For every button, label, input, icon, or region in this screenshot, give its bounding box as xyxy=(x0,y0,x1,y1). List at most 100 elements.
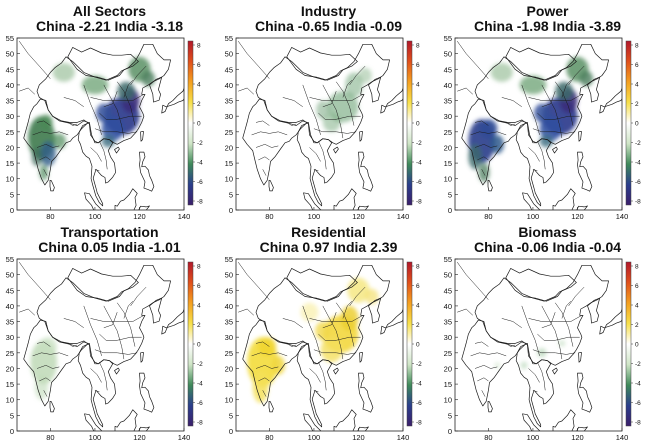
admin-border xyxy=(287,343,297,347)
admin-border xyxy=(318,141,327,170)
land-outline-hainan xyxy=(552,367,558,375)
y-tick-label: 15 xyxy=(6,159,14,168)
colorbar xyxy=(187,40,194,206)
admin-border xyxy=(302,305,321,356)
colorbar-tick-label: -4 xyxy=(197,160,203,167)
land-outline-japan xyxy=(599,308,622,335)
y-tick-label: 55 xyxy=(6,34,14,43)
land-outline-mongolia xyxy=(505,47,577,81)
colorbar-tick-label: 6 xyxy=(416,62,420,69)
colorbar-tick-label: 8 xyxy=(416,264,420,271)
admin-border xyxy=(63,318,84,329)
admin-border xyxy=(32,131,69,136)
y-tick-label: 20 xyxy=(225,364,233,373)
data-patch xyxy=(490,134,504,154)
y-tick-label: 50 xyxy=(6,271,14,280)
y-tick-label: 5 xyxy=(448,190,452,199)
data-patch xyxy=(52,133,66,150)
colorbar-tick-label: -6 xyxy=(197,400,203,407)
plot-frame xyxy=(16,37,185,211)
colorbar-tick-label: -8 xyxy=(635,420,641,427)
colorbar-tick-label: 2 xyxy=(635,322,639,329)
colorbar-tick-label: 4 xyxy=(197,82,201,89)
colorbar-tick-label: 0 xyxy=(635,342,639,349)
colorbar-tick-label: -8 xyxy=(635,199,641,206)
x-tick-label: 120 xyxy=(571,433,584,442)
admin-border xyxy=(255,341,270,347)
land-outline-indochina xyxy=(296,122,335,207)
colorbar-tick-label: -2 xyxy=(197,361,203,368)
data-patch xyxy=(316,100,330,120)
x-tick-label: 100 xyxy=(527,433,540,442)
land-outline-sulawesi xyxy=(576,205,588,210)
admin-border xyxy=(474,365,498,369)
admin-border xyxy=(474,120,489,126)
y-tick-label: 50 xyxy=(225,271,233,280)
land-outline-srilanka xyxy=(49,400,55,413)
x-tick-label: 140 xyxy=(616,212,629,221)
admin-border xyxy=(251,352,288,357)
land-outline-borneo xyxy=(333,409,357,431)
data-patch xyxy=(358,67,372,84)
y-tick-label: 35 xyxy=(225,318,233,327)
data-patch xyxy=(252,371,269,403)
admin-border xyxy=(90,315,145,322)
colorbar-tick-label: 6 xyxy=(197,283,201,290)
y-tick-label: 10 xyxy=(225,175,233,184)
x-tick-label: 120 xyxy=(133,433,146,442)
admin-border xyxy=(90,94,145,101)
colorbar-tick-label: 4 xyxy=(416,82,420,89)
plot-frame xyxy=(235,37,404,211)
colorbar-tick-label: 0 xyxy=(416,121,420,128)
admin-border xyxy=(36,144,60,148)
admin-border xyxy=(99,333,142,341)
colorbar-tick-label: 0 xyxy=(197,121,201,128)
colorbar-tick-label: 8 xyxy=(635,43,639,50)
admin-border xyxy=(313,390,319,393)
admin-border xyxy=(537,333,580,341)
y-tick-label: 40 xyxy=(6,81,14,90)
x-tick-label: 100 xyxy=(89,433,102,442)
colorbar-tick-label: 8 xyxy=(416,43,420,50)
admin-border xyxy=(103,84,125,139)
y-tick-label: 10 xyxy=(444,175,452,184)
colorbar-tick-label: 6 xyxy=(635,283,639,290)
x-tick-label: 140 xyxy=(178,212,191,221)
y-tick-label: 15 xyxy=(444,380,452,389)
admin-border xyxy=(18,261,51,300)
y-tick-label: 45 xyxy=(225,65,233,74)
admin-border xyxy=(506,122,516,126)
x-tick-label: 120 xyxy=(133,212,146,221)
land-outline-srilanka xyxy=(268,400,274,413)
colorbar-tick-label: -2 xyxy=(416,140,422,147)
land-outline-sulawesi xyxy=(357,205,369,210)
x-tick-label: 140 xyxy=(397,433,410,442)
admin-border xyxy=(474,341,489,347)
plot-frame xyxy=(454,37,623,211)
land-outline-borneo xyxy=(552,188,576,210)
map-layer xyxy=(456,40,622,210)
colorbar-tick-label: -4 xyxy=(635,160,641,167)
admin-border xyxy=(43,390,48,397)
admin-border xyxy=(309,368,321,383)
colorbar-tick-label: -2 xyxy=(416,361,422,368)
x-tick-label: 120 xyxy=(352,212,365,221)
land-outline-japan xyxy=(380,308,403,335)
data-patch xyxy=(539,116,562,142)
plot-background xyxy=(455,259,622,431)
colorbar-tick-label: 2 xyxy=(197,322,201,329)
panel-subtitle: China -0.06 India -0.04 xyxy=(473,239,622,255)
admin-border xyxy=(258,377,270,382)
admin-border xyxy=(322,91,337,108)
admin-border xyxy=(309,315,364,322)
x-tick-label: 140 xyxy=(616,433,629,442)
panel-subtitle: China -1.98 India -3.89 xyxy=(473,18,622,34)
admin-border xyxy=(130,65,147,86)
colorbar-tick-label: -4 xyxy=(635,381,641,388)
colorbar-tick-label: -2 xyxy=(635,140,641,147)
y-tick-label: 10 xyxy=(6,175,14,184)
land-outline-sumatra xyxy=(84,192,103,210)
y-tick-label: 45 xyxy=(444,65,452,74)
y-tick-label: 35 xyxy=(6,97,14,106)
